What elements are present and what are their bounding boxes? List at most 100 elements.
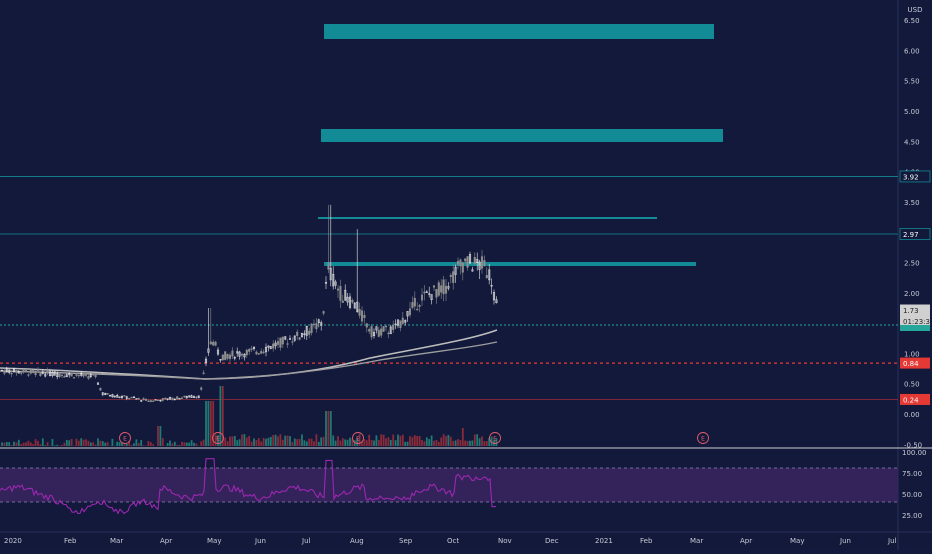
candle-body (20, 373, 22, 374)
time-tick-label: Dec (545, 537, 559, 545)
volume-bar (97, 438, 99, 446)
volume-bar (28, 441, 30, 446)
volume-bar (160, 426, 162, 446)
badge-countdown: 01:23:31 (903, 318, 932, 326)
candle-body (416, 309, 418, 310)
candle-body (181, 398, 183, 399)
volume-bar (172, 443, 174, 446)
badge-resistance-mid: 2.97 (903, 231, 919, 239)
volume-bar (484, 441, 486, 446)
volume-bar (6, 442, 8, 446)
volume-bar (59, 445, 61, 446)
volume-bar (78, 441, 80, 446)
volume-bar (1, 442, 3, 446)
time-tick-label: Apr (160, 537, 172, 545)
volume-bar (287, 436, 289, 446)
resistance-zone-lower[interactable] (324, 262, 696, 266)
candle-body (152, 401, 154, 402)
volume-bar (306, 441, 308, 446)
volume-bar (467, 441, 469, 446)
candle-body (4, 371, 6, 374)
volume-bar (4, 443, 6, 446)
volume-bar (169, 441, 171, 446)
volume-bar (181, 442, 183, 446)
candle-body (392, 325, 394, 329)
candle-body (328, 263, 330, 270)
volume-bar (253, 438, 255, 446)
volume-bar (433, 441, 435, 446)
volume-bar (330, 411, 332, 446)
candle-body (337, 289, 339, 290)
volume-bar (191, 440, 193, 446)
candle-body (246, 350, 248, 355)
volume-bar (200, 441, 202, 446)
resistance-zone-middle[interactable] (321, 129, 723, 142)
candle-body (256, 352, 258, 354)
volume-bar (56, 445, 58, 446)
candle-body (400, 321, 402, 328)
volume-bar (344, 439, 346, 446)
volume-bar (210, 401, 212, 446)
volume-bar (37, 441, 39, 446)
volume-bar (421, 440, 423, 446)
candle-body (241, 354, 243, 355)
price-tick-label: 5.50 (904, 78, 920, 86)
volume-bar (347, 440, 349, 446)
volume-bar (25, 442, 27, 446)
volume-bar (407, 442, 409, 446)
volume-bar (464, 441, 466, 446)
candle-body (385, 326, 387, 327)
candle-body (438, 283, 440, 296)
candle-body (40, 372, 42, 375)
candle-body (184, 396, 186, 397)
volume-bar (311, 439, 313, 446)
volume-bar (236, 440, 238, 446)
currency-label: USD (908, 6, 923, 14)
volume-bar (76, 439, 78, 446)
time-tick-label: Feb (64, 537, 77, 545)
candle-body (162, 398, 164, 400)
price-tick-label: 0.00 (904, 411, 920, 419)
candle-body (229, 355, 231, 359)
volume-bar (431, 435, 433, 446)
volume-bar (124, 444, 126, 446)
volume-bar (385, 438, 387, 446)
volume-bar (318, 442, 320, 446)
volume-bar (378, 440, 380, 446)
volume-bar (371, 440, 373, 446)
volume-bar (402, 435, 404, 446)
candle-body (32, 370, 34, 372)
candle-body (296, 332, 298, 336)
candle-body (107, 393, 109, 394)
time-tick-label: May (207, 537, 221, 545)
candle-body (412, 302, 414, 307)
candle-body (95, 375, 97, 377)
price-tick-label: 2.00 (904, 290, 920, 298)
volume-bar (436, 440, 438, 446)
volume-bar (258, 438, 260, 446)
earnings-marker-label: E (216, 436, 220, 443)
volume-bar (414, 435, 416, 446)
candle-body (414, 298, 416, 306)
volume-bar (205, 401, 207, 446)
volume-bar (380, 434, 382, 446)
volume-bar (186, 443, 188, 446)
candle-body (148, 401, 150, 402)
candle-body (248, 349, 250, 351)
volume-bar (349, 438, 351, 446)
candle-body (227, 354, 229, 358)
volume-bar (316, 434, 318, 446)
volume-bar (277, 436, 279, 446)
candle-body (88, 376, 90, 378)
rsi-tick-label: 75.00 (902, 470, 922, 478)
resistance-zone-top[interactable] (324, 24, 714, 39)
volume-bar (18, 440, 20, 446)
candle-body (143, 399, 145, 400)
volume-bar (412, 437, 414, 446)
candle-body (16, 370, 18, 372)
candle-body (481, 257, 483, 269)
volume-bar (438, 442, 440, 446)
candle-body (47, 370, 49, 373)
